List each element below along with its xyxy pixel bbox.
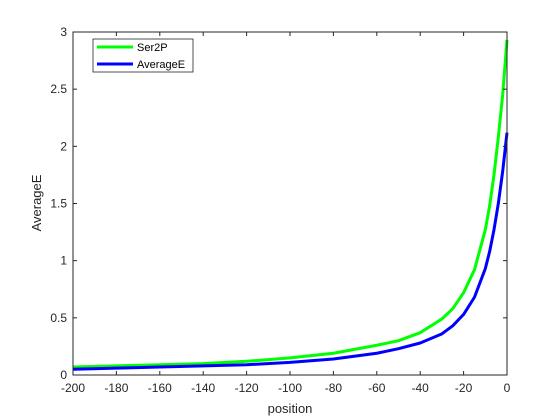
y-axis-label: AverageE bbox=[29, 174, 44, 231]
legend-label-averagee: AverageE bbox=[137, 59, 185, 71]
y-tick-label: 1 bbox=[60, 254, 67, 268]
x-tick-label: -140 bbox=[191, 381, 215, 395]
legend-label-ser2p: Ser2P bbox=[137, 42, 168, 54]
x-tick-label: -120 bbox=[235, 381, 259, 395]
x-axis-label: position bbox=[268, 401, 313, 416]
y-tick-label: 2.5 bbox=[50, 82, 67, 96]
x-tick-label: -80 bbox=[325, 381, 343, 395]
series-line-averagee bbox=[72, 132, 509, 371]
legend-box bbox=[92, 38, 194, 73]
x-tick-label: 0 bbox=[504, 381, 511, 395]
x-tick-label: -200 bbox=[61, 381, 85, 395]
series-layer bbox=[72, 39, 509, 371]
x-axis-ticks: -200 -180 -160 -140 -120 -100 -80 -60 -40 -20 0 bbox=[61, 32, 511, 395]
y-tick-label: 0.5 bbox=[50, 311, 67, 325]
plot-background bbox=[73, 32, 507, 375]
x-tick-label: -60 bbox=[368, 381, 386, 395]
y-tick-label: 1.5 bbox=[50, 197, 67, 211]
x-tick-label: -160 bbox=[148, 381, 172, 395]
x-tick-label: -100 bbox=[278, 381, 302, 395]
y-tick-label: 2 bbox=[60, 139, 67, 153]
y-tick-label: 3 bbox=[60, 25, 67, 39]
x-tick-label: -180 bbox=[104, 381, 128, 395]
legend: Ser2P AverageE bbox=[92, 38, 194, 73]
series-line-ser2p bbox=[72, 39, 509, 369]
y-axis-ticks: 0 0.5 1 1.5 2 2.5 3 bbox=[50, 25, 507, 382]
y-tick-label: 0 bbox=[60, 368, 67, 382]
x-tick-label: -20 bbox=[455, 381, 473, 395]
x-tick-label: -40 bbox=[412, 381, 430, 395]
